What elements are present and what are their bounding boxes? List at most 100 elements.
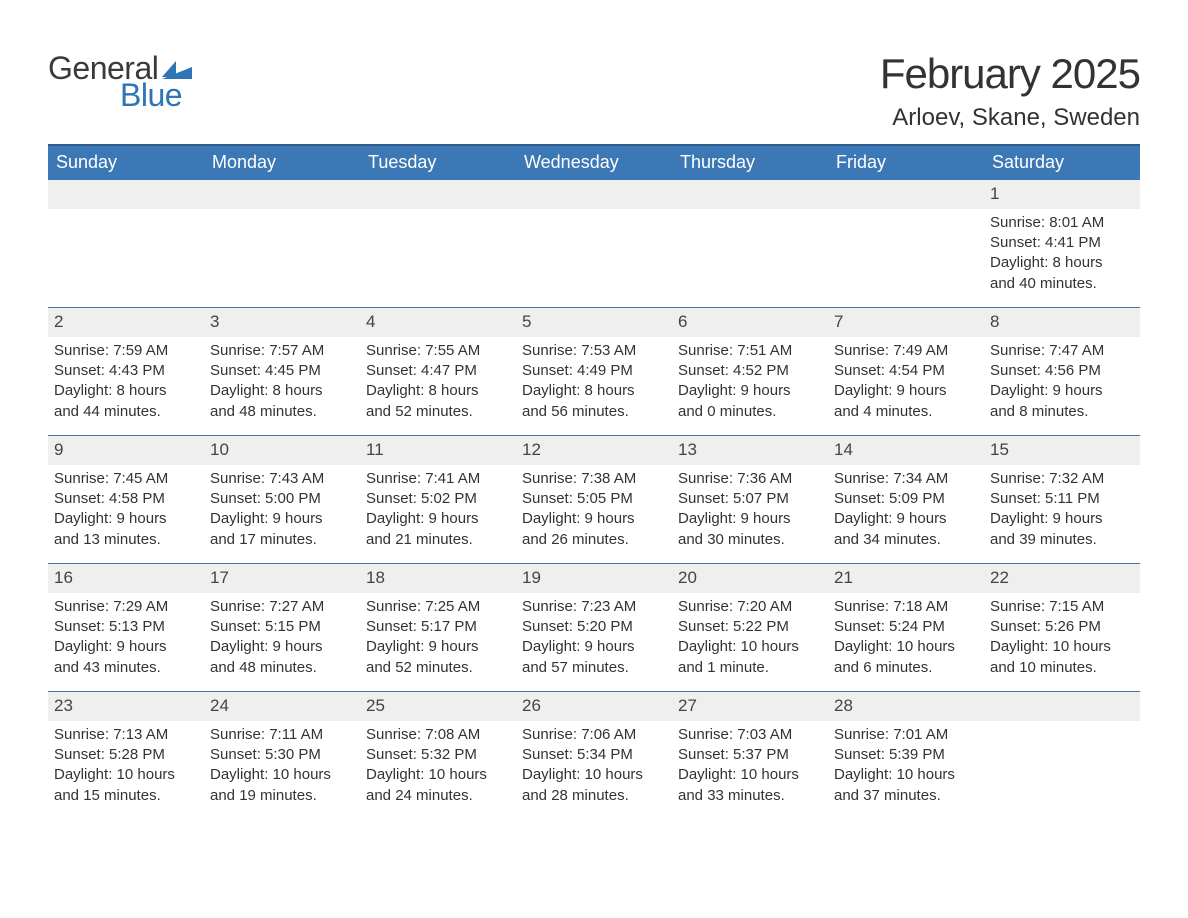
day-number: 16 xyxy=(48,564,204,593)
title-block: February 2025 Arloev, Skane, Sweden xyxy=(880,50,1140,132)
day-details: Sunrise: 7:47 AMSunset: 4:56 PMDaylight:… xyxy=(988,341,1136,422)
day-detail-line: Sunset: 5:11 PM xyxy=(990,489,1134,509)
day-detail-line: Sunset: 5:17 PM xyxy=(366,617,510,637)
day-detail-line: Sunrise: 7:13 AM xyxy=(54,725,198,745)
day-number xyxy=(204,180,360,209)
day-number: 17 xyxy=(204,564,360,593)
day-cell-empty xyxy=(828,180,984,307)
day-number: 1 xyxy=(984,180,1140,209)
weekday-header-cell: Monday xyxy=(204,146,360,179)
day-detail-line: Sunset: 5:15 PM xyxy=(210,617,354,637)
day-detail-line: and 40 minutes. xyxy=(990,274,1134,294)
day-detail-line: Daylight: 10 hours xyxy=(210,765,354,785)
day-number: 7 xyxy=(828,308,984,337)
day-details: Sunrise: 7:08 AMSunset: 5:32 PMDaylight:… xyxy=(364,725,512,806)
day-details: Sunrise: 7:57 AMSunset: 4:45 PMDaylight:… xyxy=(208,341,356,422)
day-detail-line: Daylight: 9 hours xyxy=(210,637,354,657)
day-cell: 24 Sunrise: 7:11 AMSunset: 5:30 PMDayligh… xyxy=(204,692,360,819)
day-number: 2 xyxy=(48,308,204,337)
day-cell: 15Sunrise: 7:32 AMSunset: 5:11 PMDayligh… xyxy=(984,436,1140,563)
day-cell: 26Sunrise: 7:06 AMSunset: 5:34 PMDayligh… xyxy=(516,692,672,819)
day-cell: 22 Sunrise: 7:15 AMSunset: 5:26 PMDayligh… xyxy=(984,564,1140,691)
day-detail-line: Sunrise: 7:57 AM xyxy=(210,341,354,361)
day-detail-line: and 30 minutes. xyxy=(678,530,822,550)
day-detail-line: Daylight: 9 hours xyxy=(990,509,1134,529)
day-details: Sunrise: 7:15 AMSunset: 5:26 PMDaylight:… xyxy=(988,597,1136,678)
day-number: 22 xyxy=(984,564,1140,593)
day-cell-empty xyxy=(204,180,360,307)
day-detail-line: and 33 minutes. xyxy=(678,786,822,806)
day-number: 24 xyxy=(204,692,360,721)
day-detail-line: and 1 minute. xyxy=(678,658,822,678)
day-cell: 23 Sunrise: 7:13 AMSunset: 5:28 PMDayligh… xyxy=(48,692,204,819)
day-detail-line: Daylight: 9 hours xyxy=(366,637,510,657)
day-detail-line: Sunrise: 7:53 AM xyxy=(522,341,666,361)
day-cell: 14Sunrise: 7:34 AMSunset: 5:09 PMDayligh… xyxy=(828,436,984,563)
day-detail-line: Sunrise: 7:43 AM xyxy=(210,469,354,489)
day-cell: 12Sunrise: 7:38 AMSunset: 5:05 PMDayligh… xyxy=(516,436,672,563)
day-cell: 4Sunrise: 7:55 AMSunset: 4:47 PMDaylight… xyxy=(360,308,516,435)
day-details: Sunrise: 7:25 AMSunset: 5:17 PMDaylight:… xyxy=(364,597,512,678)
day-cell: 5Sunrise: 7:53 AMSunset: 4:49 PMDaylight… xyxy=(516,308,672,435)
day-detail-line: Daylight: 8 hours xyxy=(54,381,198,401)
day-detail-line: Daylight: 10 hours xyxy=(990,637,1134,657)
day-detail-line: Daylight: 9 hours xyxy=(834,509,978,529)
day-detail-line: Sunset: 5:34 PM xyxy=(522,745,666,765)
day-details: Sunrise: 7:41 AMSunset: 5:02 PMDaylight:… xyxy=(364,469,512,550)
day-cell-empty xyxy=(672,180,828,307)
day-detail-line: Sunset: 5:09 PM xyxy=(834,489,978,509)
day-detail-line: and 15 minutes. xyxy=(54,786,198,806)
day-detail-line: and 37 minutes. xyxy=(834,786,978,806)
day-detail-line: Daylight: 10 hours xyxy=(522,765,666,785)
day-detail-line: Daylight: 8 hours xyxy=(366,381,510,401)
day-detail-line: Daylight: 10 hours xyxy=(678,637,822,657)
day-detail-line: Daylight: 9 hours xyxy=(210,509,354,529)
day-detail-line: Daylight: 8 hours xyxy=(522,381,666,401)
day-detail-line: and 48 minutes. xyxy=(210,402,354,422)
day-detail-line: Sunset: 5:39 PM xyxy=(834,745,978,765)
day-details: Sunrise: 7:13 AMSunset: 5:28 PMDaylight:… xyxy=(52,725,200,806)
weekday-header-cell: Sunday xyxy=(48,146,204,179)
calendar: SundayMondayTuesdayWednesdayThursdayFrid… xyxy=(48,144,1140,819)
day-number: 14 xyxy=(828,436,984,465)
day-number: 10 xyxy=(204,436,360,465)
day-detail-line: Sunrise: 7:23 AM xyxy=(522,597,666,617)
day-number: 20 xyxy=(672,564,828,593)
day-details: Sunrise: 7:06 AMSunset: 5:34 PMDaylight:… xyxy=(520,725,668,806)
day-detail-line: Sunrise: 7:59 AM xyxy=(54,341,198,361)
day-detail-line: Sunrise: 7:11 AM xyxy=(210,725,354,745)
day-number: 15 xyxy=(984,436,1140,465)
day-detail-line: Sunset: 5:05 PM xyxy=(522,489,666,509)
day-detail-line: Sunrise: 7:15 AM xyxy=(990,597,1134,617)
day-details: Sunrise: 7:29 AMSunset: 5:13 PMDaylight:… xyxy=(52,597,200,678)
day-details: Sunrise: 7:43 AMSunset: 5:00 PMDaylight:… xyxy=(208,469,356,550)
weekday-header-cell: Wednesday xyxy=(516,146,672,179)
day-detail-line: and 39 minutes. xyxy=(990,530,1134,550)
day-details: Sunrise: 7:03 AMSunset: 5:37 PMDaylight:… xyxy=(676,725,824,806)
day-details: Sunrise: 7:55 AMSunset: 4:47 PMDaylight:… xyxy=(364,341,512,422)
week-row: 23 Sunrise: 7:13 AMSunset: 5:28 PMDayligh… xyxy=(48,691,1140,819)
day-cell: 3 Sunrise: 7:57 AMSunset: 4:45 PMDaylight… xyxy=(204,308,360,435)
day-detail-line: Sunset: 4:58 PM xyxy=(54,489,198,509)
day-detail-line: and 57 minutes. xyxy=(522,658,666,678)
day-details: Sunrise: 7:11 AMSunset: 5:30 PMDaylight:… xyxy=(208,725,356,806)
day-detail-line: and 21 minutes. xyxy=(366,530,510,550)
day-detail-line: and 13 minutes. xyxy=(54,530,198,550)
day-number: 3 xyxy=(204,308,360,337)
day-detail-line: Sunset: 5:13 PM xyxy=(54,617,198,637)
day-detail-line: and 6 minutes. xyxy=(834,658,978,678)
day-number: 23 xyxy=(48,692,204,721)
location-subtitle: Arloev, Skane, Sweden xyxy=(880,104,1140,132)
day-detail-line: Sunrise: 7:27 AM xyxy=(210,597,354,617)
day-number: 9 xyxy=(48,436,204,465)
day-detail-line: Daylight: 8 hours xyxy=(210,381,354,401)
day-cell: 27Sunrise: 7:03 AMSunset: 5:37 PMDayligh… xyxy=(672,692,828,819)
day-detail-line: Sunset: 4:56 PM xyxy=(990,361,1134,381)
week-row: 2Sunrise: 7:59 AMSunset: 4:43 PMDaylight… xyxy=(48,307,1140,435)
day-details: Sunrise: 7:20 AMSunset: 5:22 PMDaylight:… xyxy=(676,597,824,678)
day-detail-line: Daylight: 9 hours xyxy=(54,509,198,529)
day-details: Sunrise: 8:01 AMSunset: 4:41 PMDaylight:… xyxy=(988,213,1136,294)
week-row: 1 Sunrise: 8:01 AMSunset: 4:41 PMDaylight… xyxy=(48,179,1140,307)
weekday-header-cell: Friday xyxy=(828,146,984,179)
weekday-header-cell: Thursday xyxy=(672,146,828,179)
